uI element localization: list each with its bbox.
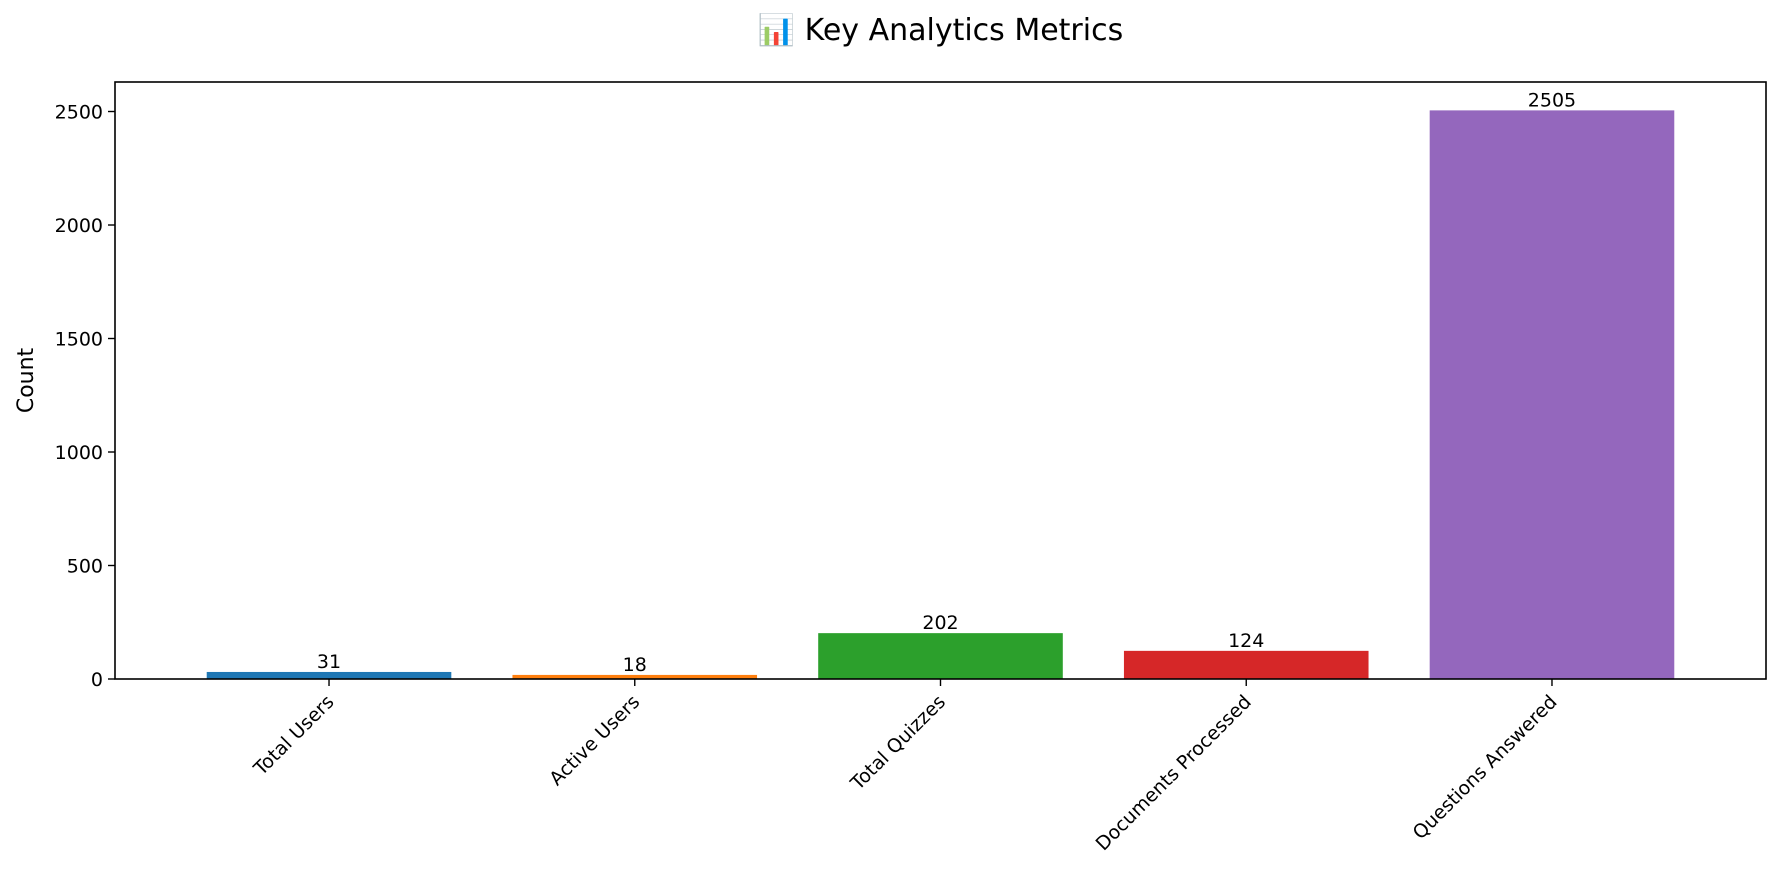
- data-labels-group: 31 18 202 124 2505: [317, 89, 1576, 676]
- chart-title: 📊 Key Analytics Metrics: [758, 12, 1123, 48]
- data-label-2: 202: [922, 612, 958, 634]
- data-label-1: 18: [623, 654, 647, 676]
- x-tick-label-1: Active Users: [545, 691, 644, 790]
- x-tick-label-0: Total Users: [249, 691, 339, 781]
- x-tick-label-2: Total Quizzes: [846, 691, 950, 795]
- y-tick-label-3: 1500: [55, 329, 103, 351]
- y-tick-label-4: 2000: [55, 215, 103, 237]
- bars-group: [206, 110, 1675, 680]
- y-tick-label-5: 2500: [55, 102, 103, 124]
- y-axis-label: Count: [14, 347, 39, 413]
- y-tick-label-2: 1000: [55, 442, 103, 464]
- data-label-0: 31: [317, 651, 341, 673]
- bar-3: [1123, 650, 1369, 679]
- y-axis-ticks: 0 500 1000 1500 2000 2500: [55, 102, 115, 691]
- data-label-4: 2505: [1528, 89, 1576, 111]
- bar-0: [206, 671, 452, 679]
- data-label-3: 124: [1228, 630, 1264, 652]
- x-tick-label-3: Documents Processed: [1092, 691, 1256, 855]
- bar-4: [1429, 110, 1675, 680]
- x-axis-ticks: Total Users Active Users Total Quizzes Docu…: [249, 679, 1562, 855]
- y-tick-label-1: 500: [67, 556, 103, 578]
- bar-2: [818, 633, 1063, 679]
- y-tick-label-0: 0: [91, 669, 103, 691]
- plot-frame: [114, 81, 1767, 680]
- x-tick-label-4: Questions Answered: [1409, 691, 1562, 844]
- bar-1: [512, 674, 758, 679]
